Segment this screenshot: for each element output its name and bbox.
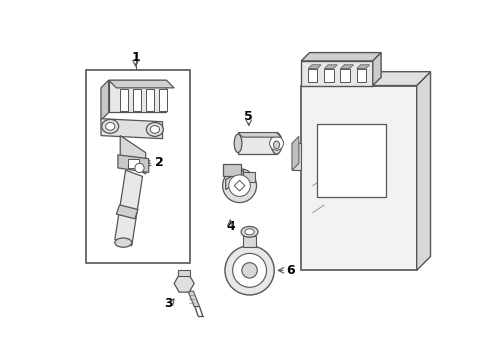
Bar (324, 69, 334, 82)
Text: 7: 7 (343, 58, 352, 71)
Text: 1: 1 (131, 50, 140, 64)
Polygon shape (188, 291, 199, 307)
Polygon shape (118, 155, 149, 172)
Polygon shape (128, 159, 140, 168)
Ellipse shape (150, 126, 160, 133)
Ellipse shape (270, 136, 283, 150)
Polygon shape (101, 80, 109, 120)
Polygon shape (244, 172, 255, 182)
Circle shape (225, 246, 274, 295)
Ellipse shape (106, 122, 115, 130)
Bar (133, 89, 141, 111)
Polygon shape (301, 72, 431, 86)
Polygon shape (301, 61, 373, 86)
Polygon shape (234, 180, 245, 191)
Text: 3: 3 (165, 297, 173, 310)
Polygon shape (292, 143, 301, 170)
Circle shape (135, 163, 144, 172)
Bar (120, 89, 128, 111)
Polygon shape (174, 275, 194, 292)
Text: 5: 5 (245, 110, 253, 123)
Text: 4: 4 (226, 220, 235, 233)
Polygon shape (357, 65, 370, 69)
Text: 6: 6 (286, 264, 294, 277)
Polygon shape (308, 65, 321, 69)
Ellipse shape (102, 120, 119, 133)
Ellipse shape (147, 122, 163, 136)
Polygon shape (226, 170, 244, 189)
Bar (159, 89, 167, 111)
Bar (147, 89, 154, 111)
Polygon shape (416, 72, 431, 270)
Polygon shape (238, 132, 276, 154)
Polygon shape (117, 205, 138, 219)
Polygon shape (101, 119, 163, 139)
Polygon shape (115, 170, 143, 246)
Polygon shape (341, 65, 354, 69)
Polygon shape (178, 270, 190, 276)
Polygon shape (222, 164, 241, 176)
Circle shape (229, 175, 250, 197)
Bar (308, 69, 318, 82)
Polygon shape (324, 65, 337, 69)
Ellipse shape (271, 132, 282, 154)
Bar (341, 69, 350, 82)
Ellipse shape (241, 226, 258, 237)
Polygon shape (238, 132, 281, 137)
Bar (317, 124, 386, 197)
Polygon shape (109, 80, 174, 88)
Polygon shape (373, 53, 381, 86)
Polygon shape (301, 53, 381, 61)
Bar (357, 69, 366, 82)
Ellipse shape (234, 134, 242, 153)
Circle shape (242, 263, 257, 278)
Ellipse shape (245, 229, 254, 235)
Polygon shape (244, 237, 256, 247)
Bar (86, 70, 190, 263)
Ellipse shape (273, 141, 280, 149)
Circle shape (222, 169, 257, 203)
Text: 2: 2 (155, 156, 164, 169)
Ellipse shape (115, 238, 132, 247)
Polygon shape (109, 80, 167, 112)
Circle shape (233, 253, 267, 287)
Polygon shape (120, 136, 146, 174)
Bar (301, 86, 416, 270)
Polygon shape (292, 136, 299, 170)
